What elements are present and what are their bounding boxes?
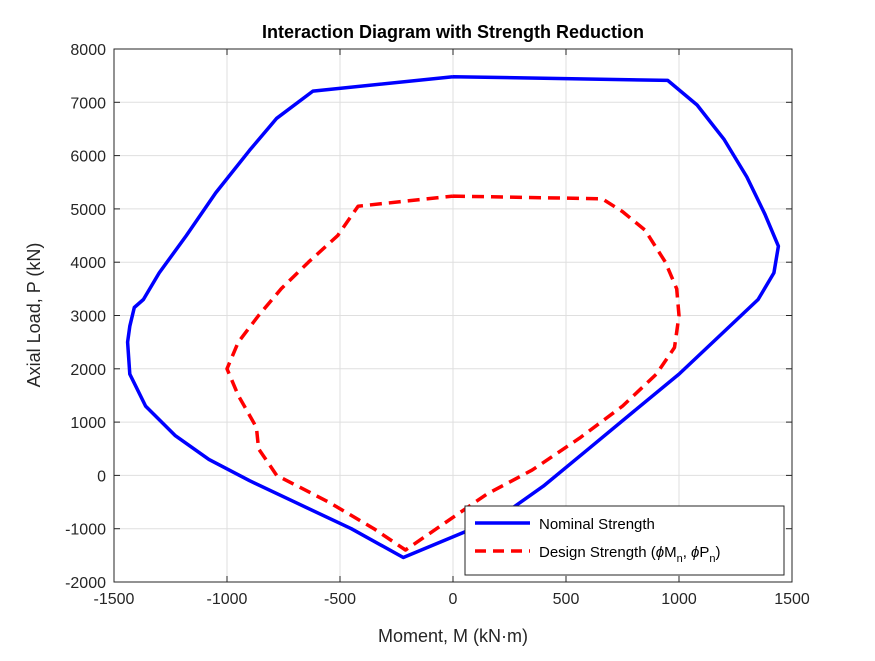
x-tick-label: 1500 <box>774 591 810 608</box>
chart-title: Interaction Diagram with Strength Reduct… <box>262 22 644 42</box>
y-tick-label: 1000 <box>70 415 106 432</box>
y-tick-label: -2000 <box>65 575 106 592</box>
series-design-strength-line <box>225 194 681 552</box>
ticks: -1500 -1000 -500 0 500 1000 1500 -2000 -1000 0 100… <box>65 42 810 608</box>
y-tick-label: 7000 <box>70 95 106 112</box>
legend-label-design: Design Strength (ϕMn, ϕPn) <box>539 544 721 565</box>
x-tick-label: -1000 <box>207 591 248 608</box>
series-nominal-strength-line <box>125 74 781 560</box>
y-tick-label: 0 <box>97 468 106 485</box>
y-tick-label: 2000 <box>70 362 106 379</box>
x-tick-label: 1000 <box>661 591 697 608</box>
y-tick-label: 3000 <box>70 309 106 326</box>
y-tick-label: 4000 <box>70 255 106 272</box>
x-tick-label: 0 <box>449 591 458 608</box>
y-tick-label: 6000 <box>70 149 106 166</box>
x-axis-label: Moment, M (kN·m) <box>378 626 528 646</box>
y-tick-label: 5000 <box>70 202 106 219</box>
legend-label-nominal: Nominal Strength <box>539 516 655 533</box>
x-tick-label: -1500 <box>94 591 135 608</box>
x-tick-label: -500 <box>324 591 356 608</box>
y-tick-label: 8000 <box>70 42 106 59</box>
legend-box <box>464 505 785 576</box>
series-layer <box>125 74 781 560</box>
y-tick-label: -1000 <box>65 522 106 539</box>
y-axis-label: Axial Load, P (kN) <box>24 243 44 388</box>
legend: Nominal Strength Design Strength (ϕMn, ϕ… <box>464 505 785 576</box>
x-tick-label: 500 <box>553 591 580 608</box>
